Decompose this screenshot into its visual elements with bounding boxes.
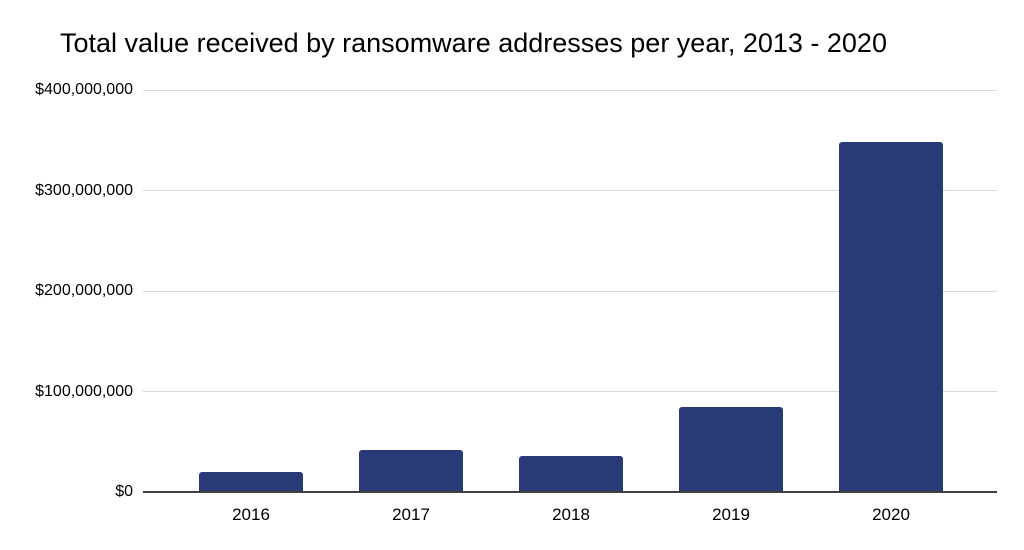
gridline-300000000	[143, 190, 997, 191]
bar-2020	[839, 142, 943, 492]
chart-title: Total value received by ransomware addre…	[60, 28, 887, 58]
bar-2017	[359, 450, 463, 492]
bar-2016	[199, 472, 303, 492]
y-tick-label: $0	[115, 483, 133, 500]
y-tick-label: $100,000,000	[35, 382, 133, 400]
x-tick-label-2019: 2019	[712, 505, 750, 524]
y-tick-label: $200,000,000	[35, 282, 133, 299]
x-tick-label-2020: 2020	[872, 505, 910, 524]
gridline-400000000	[143, 89, 997, 91]
x-tick-label-2017: 2017	[392, 505, 430, 524]
bar-2019	[679, 407, 783, 492]
plot-area	[143, 89, 997, 493]
x-tick-label-2018: 2018	[552, 505, 590, 524]
x-axis-line	[143, 491, 997, 493]
y-tick-label: $300,000,000	[35, 181, 133, 199]
gridline-100000000	[143, 391, 997, 392]
gridline-200000000	[143, 290, 997, 292]
y-tick-label: $400,000,000	[35, 81, 133, 98]
bar-2018	[519, 456, 623, 492]
x-tick-label-2016: 2016	[232, 505, 270, 524]
